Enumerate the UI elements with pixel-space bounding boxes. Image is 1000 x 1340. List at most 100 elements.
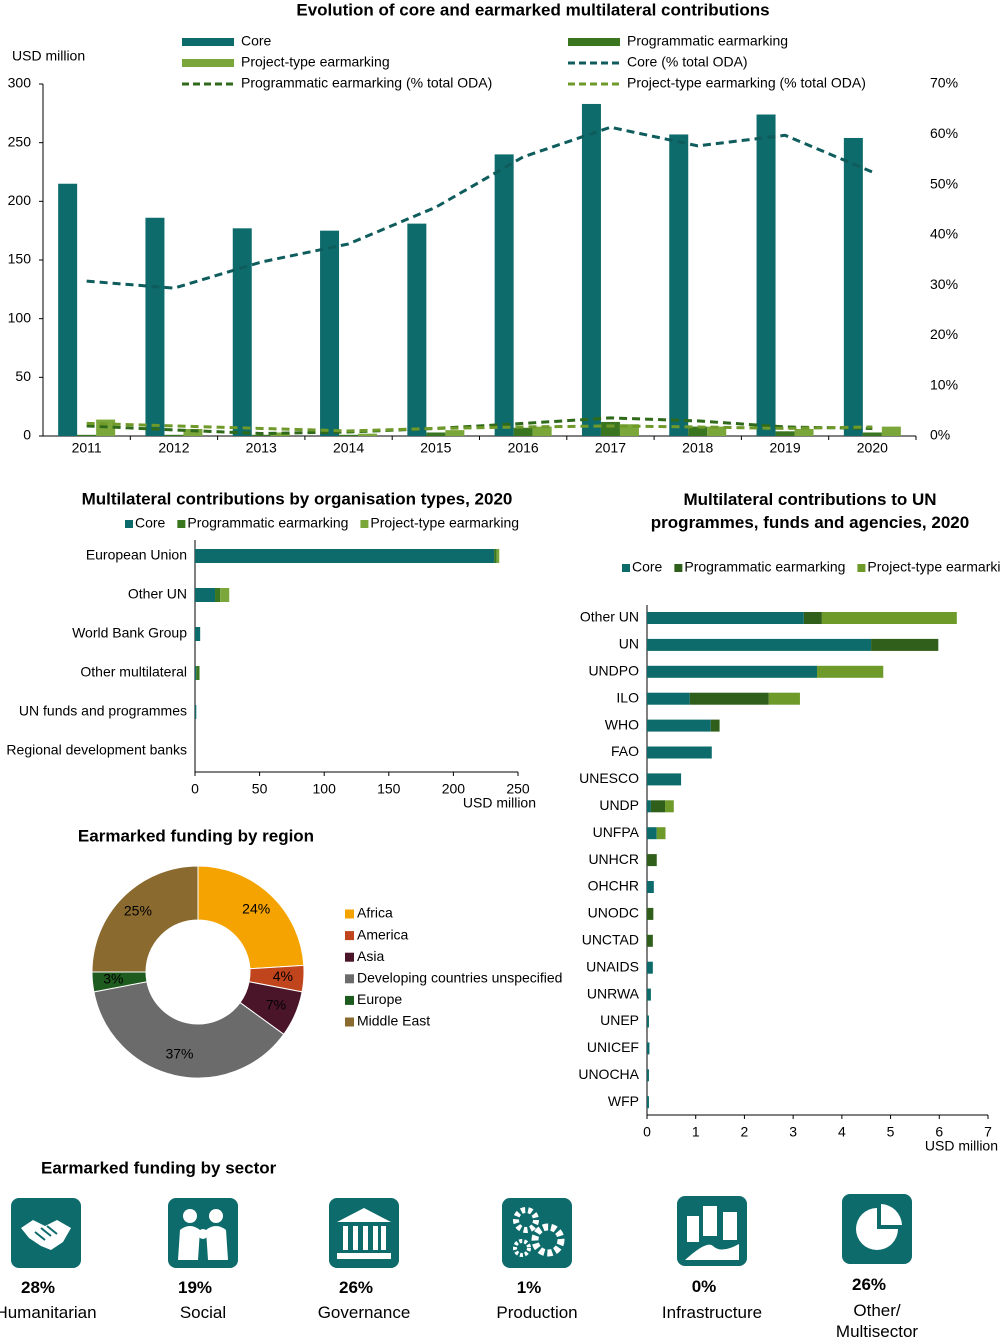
slice-label: 25% bbox=[124, 903, 152, 919]
bar-segment bbox=[821, 612, 957, 624]
y-tick-label: 0 bbox=[23, 427, 31, 443]
sector-share: 26% bbox=[851, 1275, 887, 1294]
legend-label: Developing countries unspecified bbox=[357, 970, 562, 986]
y2-tick-label: 0% bbox=[930, 427, 950, 443]
bar bbox=[58, 183, 78, 436]
legend-swatch bbox=[177, 520, 186, 528]
x-tick-label: 1 bbox=[692, 1124, 700, 1140]
line bbox=[86, 416, 873, 435]
bar bbox=[358, 433, 378, 436]
category-label: UNRWA bbox=[587, 985, 640, 1001]
category-label: UNODC bbox=[588, 905, 639, 921]
x-tick-label: 2020 bbox=[857, 440, 888, 456]
bar-segment bbox=[647, 907, 654, 920]
legend-swatch bbox=[622, 564, 630, 572]
slice-label: 4% bbox=[273, 968, 293, 984]
bar-segment bbox=[647, 692, 690, 705]
bar bbox=[600, 421, 620, 436]
legend-swatch bbox=[182, 59, 234, 67]
legend-label: Europe bbox=[357, 991, 402, 1007]
x-tick-label: 2016 bbox=[508, 440, 539, 456]
y-axis-label: USD million bbox=[12, 48, 85, 64]
x-tick-label: 4 bbox=[838, 1124, 846, 1140]
bar-segment bbox=[647, 800, 651, 813]
y2-tick-label: 50% bbox=[930, 175, 958, 191]
bar bbox=[756, 114, 776, 437]
legend-swatch bbox=[360, 520, 369, 528]
category-label: UN bbox=[619, 636, 639, 652]
category-label: UNCTAD bbox=[582, 932, 639, 948]
bar-segment bbox=[647, 665, 818, 678]
x-axis-label: USD million bbox=[463, 795, 536, 811]
legend-label: Programmatic earmarking bbox=[627, 33, 788, 49]
x-tick-label: 2019 bbox=[769, 440, 800, 456]
chart-title: Evolution of core and earmarked multilat… bbox=[296, 0, 769, 19]
bar bbox=[513, 427, 533, 436]
bar-segment bbox=[215, 588, 221, 602]
sector-label: Social bbox=[179, 1303, 227, 1322]
x-tick-label: 2017 bbox=[595, 440, 626, 456]
slice-label: 24% bbox=[242, 901, 270, 917]
bar-segment bbox=[647, 961, 653, 974]
legend-swatch bbox=[182, 38, 234, 46]
category-label: UNAIDS bbox=[586, 958, 639, 974]
bar-segment bbox=[494, 549, 497, 563]
category-label: UNEP bbox=[600, 1012, 639, 1028]
y2-tick-label: 10% bbox=[930, 376, 958, 392]
line bbox=[86, 421, 873, 433]
x-tick-label: 150 bbox=[377, 781, 401, 797]
category-label: UN funds and programmes bbox=[19, 703, 187, 719]
sector-label: Infrastructure bbox=[661, 1303, 763, 1322]
bar-segment bbox=[647, 854, 657, 867]
icon-humanitarian bbox=[11, 1198, 81, 1268]
category-label: OHCHR bbox=[588, 878, 639, 894]
bar bbox=[407, 223, 427, 436]
legend-swatch bbox=[345, 931, 354, 941]
chart-title: Multilateral contributions by organisati… bbox=[82, 489, 513, 508]
icon-production bbox=[502, 1198, 572, 1268]
x-tick-label: 3 bbox=[789, 1124, 797, 1140]
x-tick-label: 2 bbox=[741, 1124, 749, 1140]
y-tick-label: 250 bbox=[8, 133, 32, 149]
bar bbox=[775, 431, 795, 436]
bar bbox=[320, 230, 340, 436]
x-tick-label: 5 bbox=[887, 1124, 895, 1140]
section-title: Earmarked funding by sector bbox=[41, 1158, 277, 1177]
y-tick-label: 50 bbox=[15, 368, 31, 384]
legend-swatch bbox=[674, 564, 683, 572]
y2-tick-label: 20% bbox=[930, 326, 958, 342]
bar-segment bbox=[195, 705, 197, 719]
bar bbox=[445, 430, 465, 436]
category-label: ILO bbox=[616, 689, 639, 705]
sector-share: 28% bbox=[20, 1278, 56, 1297]
sector-share: 0% bbox=[691, 1277, 717, 1296]
bar bbox=[183, 428, 203, 436]
bar bbox=[881, 426, 901, 436]
legend-label: Project-type earmarking bbox=[867, 559, 1000, 575]
x-axis-label: USD million bbox=[925, 1138, 998, 1154]
bar-segment bbox=[647, 746, 712, 759]
donut-slice bbox=[197, 865, 305, 970]
legend-label: Core bbox=[241, 33, 272, 49]
bar-segment bbox=[817, 665, 884, 678]
bar-segment bbox=[195, 549, 495, 563]
bar bbox=[164, 434, 184, 436]
legend-label: Programmatic earmarking (% total ODA) bbox=[241, 75, 492, 91]
bar-segment bbox=[195, 627, 201, 641]
x-tick-label: 0 bbox=[191, 781, 199, 797]
icon-other bbox=[842, 1194, 912, 1264]
legend-swatch bbox=[125, 520, 133, 528]
legend-label: Core (% total ODA) bbox=[627, 54, 748, 70]
bar bbox=[688, 426, 708, 436]
x-tick-label: 2015 bbox=[420, 440, 451, 456]
y2-tick-label: 70% bbox=[930, 75, 958, 91]
bar bbox=[619, 424, 639, 436]
slice-label: 7% bbox=[266, 996, 286, 1012]
x-tick-label: 2013 bbox=[246, 440, 277, 456]
bar bbox=[77, 434, 97, 436]
bar bbox=[339, 434, 359, 436]
y-tick-label: 300 bbox=[8, 75, 32, 91]
category-label: World Bank Group bbox=[72, 625, 187, 641]
